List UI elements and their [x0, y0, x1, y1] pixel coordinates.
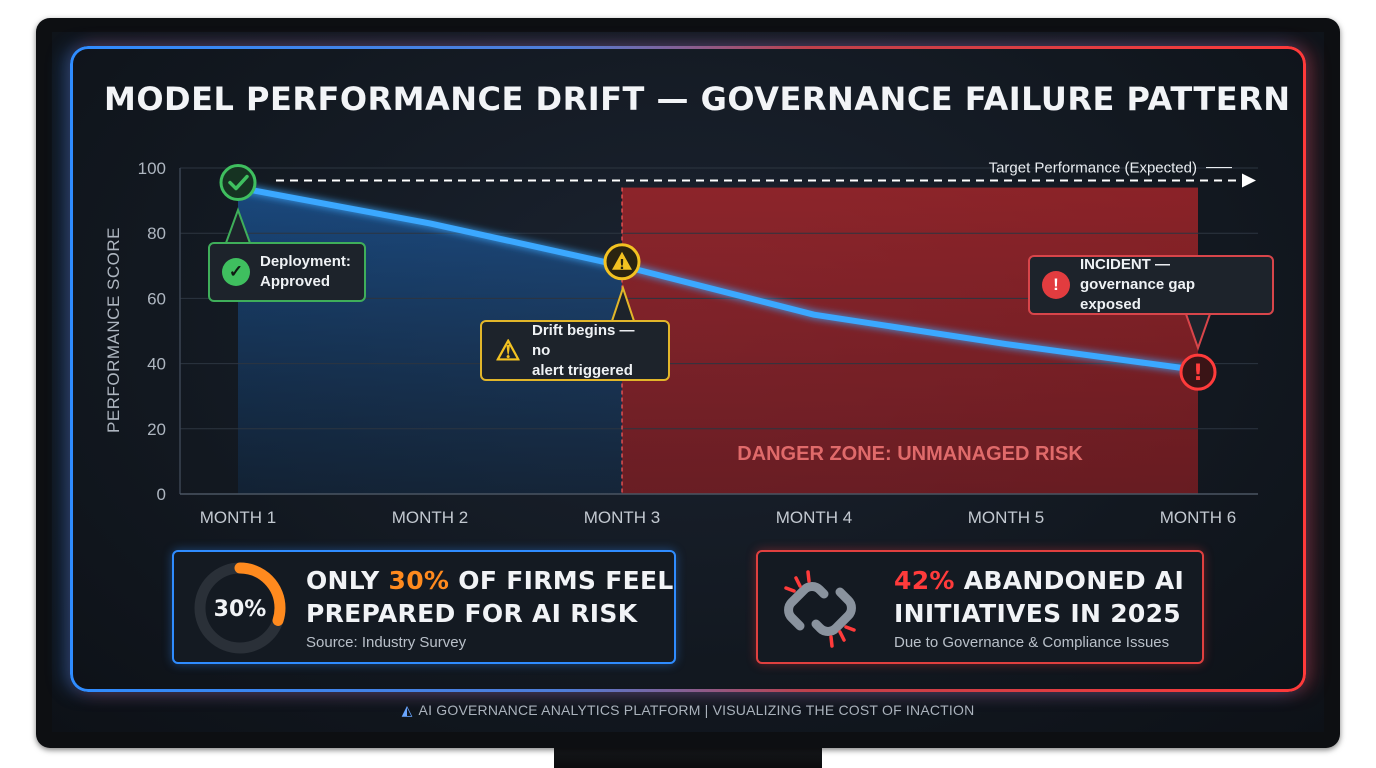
abandoned-line2: INITIATIVES IN 2025 — [894, 599, 1181, 628]
performance-line — [235, 184, 1201, 374]
y-axis-label: PERFORMANCE SCORE — [104, 227, 123, 433]
danger-zone-area — [622, 187, 1198, 494]
warning-marker-glyph: ! — [619, 258, 625, 273]
target-arrow-icon — [1242, 173, 1256, 188]
platform-logo-icon: ◭ — [401, 702, 413, 718]
data-point — [428, 221, 432, 226]
ring-label: 30% — [214, 597, 267, 622]
preparedness-pre: ONLY — [306, 566, 389, 595]
preparedness-ring: 30% — [194, 562, 286, 654]
deployment-line2: Approved — [260, 273, 331, 290]
check-icon: ✓ — [222, 258, 250, 286]
preparedness-headline: ONLY 30% OF FIRMS FEEL PREPARED FOR AI R… — [306, 564, 674, 630]
warning-icon: ⚠ — [495, 334, 521, 366]
broken-link-icon — [784, 570, 856, 648]
exclamation-icon: ! — [1042, 271, 1070, 299]
incident-callout: ! INCIDENT — governance gap exposed — [1028, 255, 1274, 315]
abandoned-stat-card: 42% ABANDONED AI INITIATIVES IN 2025 Due… — [756, 550, 1204, 664]
warning-marker-icon — [612, 251, 632, 270]
check-marker-icon — [228, 174, 249, 191]
preparedness-post: OF FIRMS FEEL — [449, 566, 674, 595]
footer: ◭ AI GOVERNANCE ANALYTICS PLATFORM | VISU… — [0, 702, 1376, 719]
x-tick-label: MONTH 3 — [584, 508, 661, 527]
y-tick-label: 100 — [138, 159, 166, 178]
ring-progress — [194, 562, 286, 654]
abandoned-post: ABANDONED AI — [954, 566, 1185, 595]
x-tick-label: MONTH 6 — [1160, 508, 1237, 527]
x-tick-label: MONTH 2 — [392, 508, 469, 527]
footer-text: AI GOVERNANCE ANALYTICS PLATFORM | VISUA… — [418, 702, 975, 718]
preparedness-highlight: 30% — [388, 566, 450, 595]
deployment-callout: ✓ Deployment: Approved — [208, 242, 366, 302]
x-tick-label: MONTH 4 — [776, 508, 853, 527]
deployment-callout-text: Deployment: Approved — [260, 252, 351, 292]
x-tick-label: MONTH 5 — [968, 508, 1045, 527]
drift-callout-text: Drift begins — no alert triggered — [532, 321, 656, 381]
incident-marker-glyph: ! — [1193, 361, 1203, 386]
x-tick-label: MONTH 1 — [200, 508, 277, 527]
preparedness-line2: PREPARED FOR AI RISK — [306, 599, 638, 628]
page-title: MODEL PERFORMANCE DRIFT — GOVERNANCE FAI… — [104, 80, 1291, 118]
incident-callout-text: INCIDENT — governance gap exposed — [1080, 255, 1260, 315]
abandoned-headline: 42% ABANDONED AI INITIATIVES IN 2025 — [894, 564, 1184, 630]
incident-line1: INCIDENT — — [1080, 256, 1170, 273]
y-tick-label: 40 — [147, 355, 166, 374]
abandoned-source: Due to Governance & Compliance Issues — [894, 634, 1170, 651]
drift-line1: Drift begins — no — [532, 321, 635, 359]
drift-line2: alert triggered — [532, 361, 633, 379]
data-point — [1004, 342, 1008, 347]
preparedness-source: Source: Industry Survey — [306, 634, 467, 651]
drift-callout: ⚠ Drift begins — no alert triggered — [480, 320, 670, 381]
y-tick-label: 20 — [147, 420, 166, 439]
y-tick-label: 0 — [157, 485, 166, 504]
target-label: Target Performance (Expected) — [989, 160, 1197, 177]
incident-marker — [1179, 353, 1217, 391]
y-tick-label: 60 — [147, 289, 166, 308]
deployment-marker — [219, 164, 257, 202]
y-tick-label: 80 — [147, 224, 166, 243]
preparedness-stat-card: 30% ONLY 30% OF FIRMS FEEL PREPARED FOR … — [172, 550, 676, 664]
incident-line2: governance gap exposed — [1080, 276, 1196, 313]
abandoned-highlight: 42% — [894, 566, 955, 595]
data-point — [812, 312, 816, 317]
deployment-line1: Deployment: — [260, 253, 351, 270]
danger-zone-label: DANGER ZONE: UNMANAGED RISK — [737, 443, 1083, 465]
